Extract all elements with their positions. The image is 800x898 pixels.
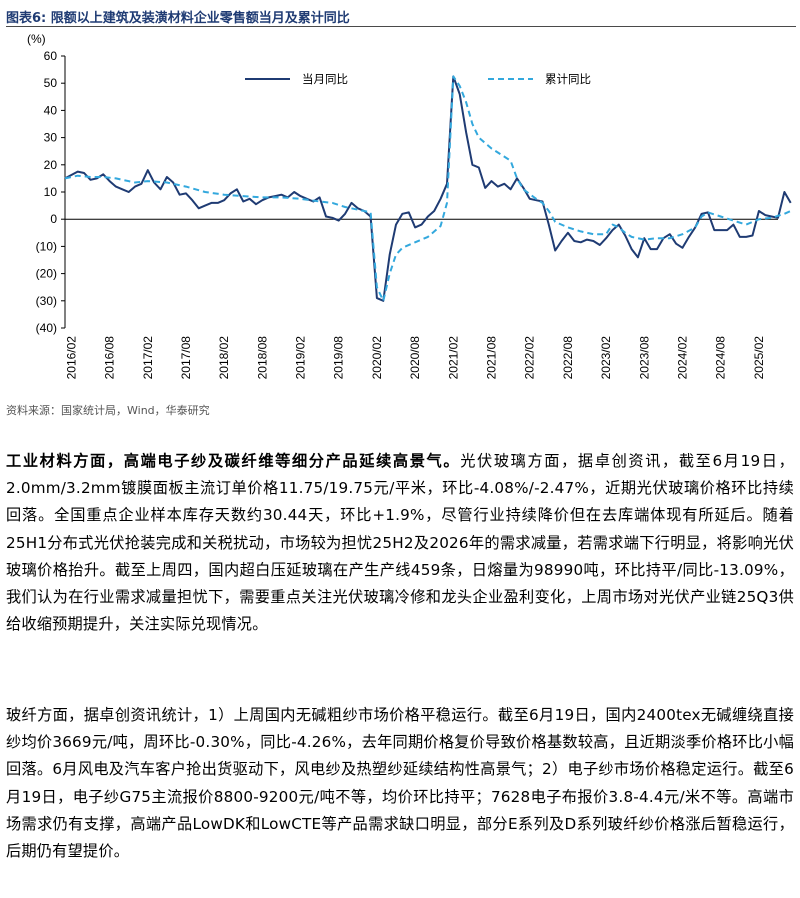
line-chart: (%) 60 50 40 30 20 10 0 (10) (20) (30) (40) 2016/02 2… <box>27 32 792 380</box>
y-tick-label: (30) <box>36 294 57 308</box>
paragraph-glass-fiber: 玻纤方面，据卓创资讯统计，1）上周国内无碱粗纱市场价格平稳运行。截至6月19日，… <box>6 706 794 861</box>
y-tick-label: 60 <box>44 49 58 63</box>
x-tick-label: 2018/02 <box>217 336 231 380</box>
y-tick-label: (10) <box>36 239 57 253</box>
y-tick-label: (40) <box>36 321 57 335</box>
y-tick-label: 10 <box>44 185 58 199</box>
x-tick-label: 2016/08 <box>103 336 117 380</box>
x-tick-label: 2022/02 <box>523 336 537 380</box>
x-tick-label: 2017/02 <box>141 336 155 380</box>
x-tick-label: 2016/02 <box>64 336 78 380</box>
x-tick-label: 2021/08 <box>485 336 499 380</box>
x-tick-label: 2023/08 <box>637 336 651 380</box>
x-tick-label: 2018/08 <box>255 336 269 380</box>
x-tick-label: 2022/08 <box>561 336 575 380</box>
x-tick-label: 2023/02 <box>599 336 613 380</box>
source-note: 资料来源：国家统计局，Wind，华泰研究 <box>6 404 210 417</box>
x-tick-label: 2019/02 <box>294 336 308 380</box>
x-tick-label: 2020/02 <box>370 336 384 380</box>
paragraph-body: 光伏玻璃方面，据卓创资讯，截至6月19日，2.0mm/3.2mm镀膜面板主流订单… <box>6 452 794 634</box>
x-tick-label: 2021/02 <box>446 336 460 380</box>
figure-title: 图表6: 限额以上建筑及装潢材料企业零售额当月及累计同比 <box>6 11 350 26</box>
x-tick-label: 2019/08 <box>332 336 346 380</box>
y-tick-label: 30 <box>44 131 58 145</box>
y-tick-label: 20 <box>44 158 58 172</box>
y-tick-label: 0 <box>50 212 57 226</box>
y-tick-label: 40 <box>44 103 58 117</box>
x-tick-label: 2024/08 <box>714 336 728 380</box>
x-tick-label: 2024/02 <box>676 336 690 380</box>
legend-label-monthly: 当月同比 <box>302 72 348 86</box>
paragraph-lead: 工业材料方面，高端电子纱及碳纤维等细分产品延续高景气。 <box>6 452 461 470</box>
legend-label-cumulative: 累计同比 <box>545 72 591 86</box>
x-tick-label: 2017/08 <box>179 336 193 380</box>
series-line-cumulative <box>64 75 792 302</box>
y-tick-label: 50 <box>44 76 58 90</box>
paragraph-industrial-materials: 工业材料方面，高端电子纱及碳纤维等细分产品延续高景气。光伏玻璃方面，据卓创资讯，… <box>6 448 794 638</box>
y-axis-label: (%) <box>27 32 46 46</box>
y-tick-label: (20) <box>36 267 57 281</box>
series-line-monthly <box>64 75 792 302</box>
x-tick-label: 2025/02 <box>752 336 766 380</box>
figure-header: 图表6: 限额以上建筑及装潢材料企业零售额当月及累计同比 <box>6 4 796 27</box>
x-tick-label: 2020/08 <box>408 336 422 380</box>
